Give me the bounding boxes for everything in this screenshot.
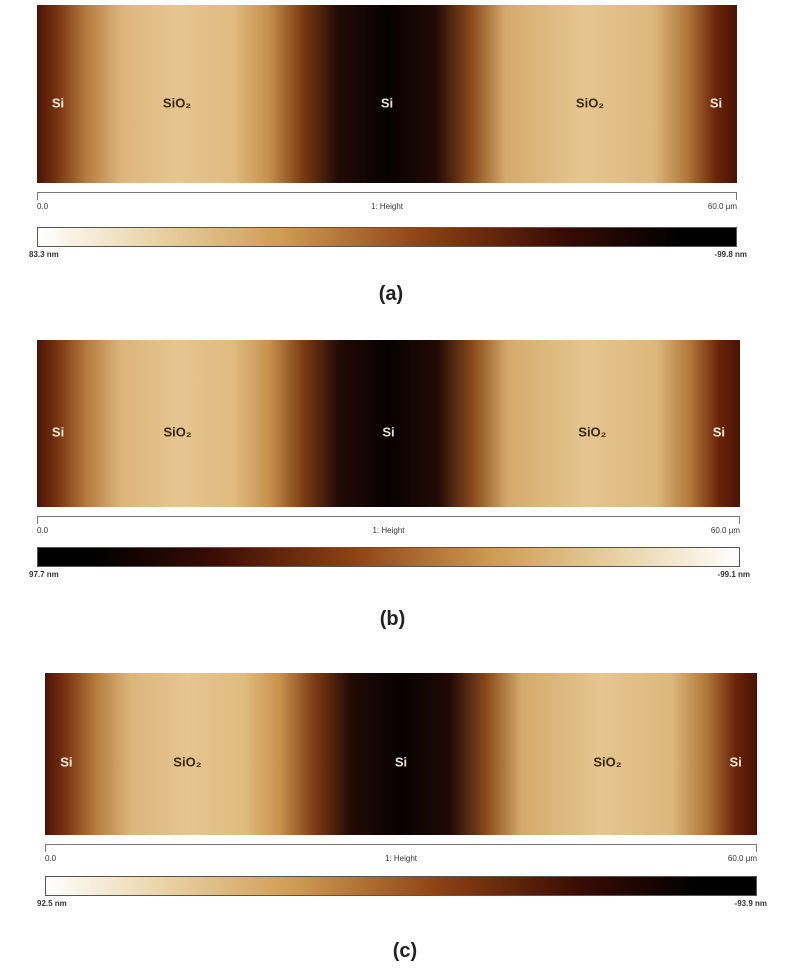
colorbar-left: 83.3 nm <box>29 250 59 259</box>
axis-start: 0.0 <box>45 854 56 863</box>
colorbar-left: 97.7 nm <box>29 570 59 579</box>
axis-start: 0.0 <box>37 202 48 211</box>
region-label: Si <box>729 755 741 770</box>
region-label: Si <box>710 95 722 110</box>
region-label: Si <box>52 95 64 110</box>
region-label: SiO₂ <box>173 755 201 770</box>
panel-label: (c) <box>393 940 417 963</box>
region-label: Si <box>60 755 72 770</box>
panel-label: (b) <box>380 608 406 631</box>
scale-axis <box>45 844 757 852</box>
scale-axis <box>37 192 737 200</box>
colorbar-left: 92.5 nm <box>37 899 67 908</box>
axis-title: 1: Height <box>372 526 404 535</box>
region-label: SiO₂ <box>578 424 606 439</box>
colorbar <box>37 227 737 247</box>
region-label: Si <box>382 424 394 439</box>
axis-start: 0.0 <box>37 526 48 535</box>
colorbar <box>37 547 740 567</box>
region-label: SiO₂ <box>163 95 191 110</box>
region-label: Si <box>395 755 407 770</box>
axis-end: 60.0 µm <box>708 202 737 211</box>
region-label: Si <box>381 95 393 110</box>
region-label: SiO₂ <box>164 424 192 439</box>
axis-end: 60.0 µm <box>728 854 757 863</box>
region-label: Si <box>52 424 64 439</box>
colorbar-right: -99.8 nm <box>715 250 747 259</box>
region-label: Si <box>713 424 725 439</box>
region-label: SiO₂ <box>576 95 604 110</box>
colorbar-right: -99.1 nm <box>718 570 750 579</box>
axis-end: 60.0 µm <box>711 526 740 535</box>
region-label: SiO₂ <box>593 755 621 770</box>
afm-image <box>37 5 737 183</box>
scale-axis <box>37 516 740 524</box>
axis-title: 1: Height <box>371 202 403 211</box>
colorbar-right: -93.9 nm <box>735 899 767 908</box>
axis-title: 1: Height <box>385 854 417 863</box>
figure: Si SiO₂ Si SiO₂ Si 0.0 1: Height 60.0 µm 83.3 nm… <box>0 0 787 972</box>
colorbar <box>45 876 757 896</box>
panel-label: (a) <box>379 283 403 306</box>
